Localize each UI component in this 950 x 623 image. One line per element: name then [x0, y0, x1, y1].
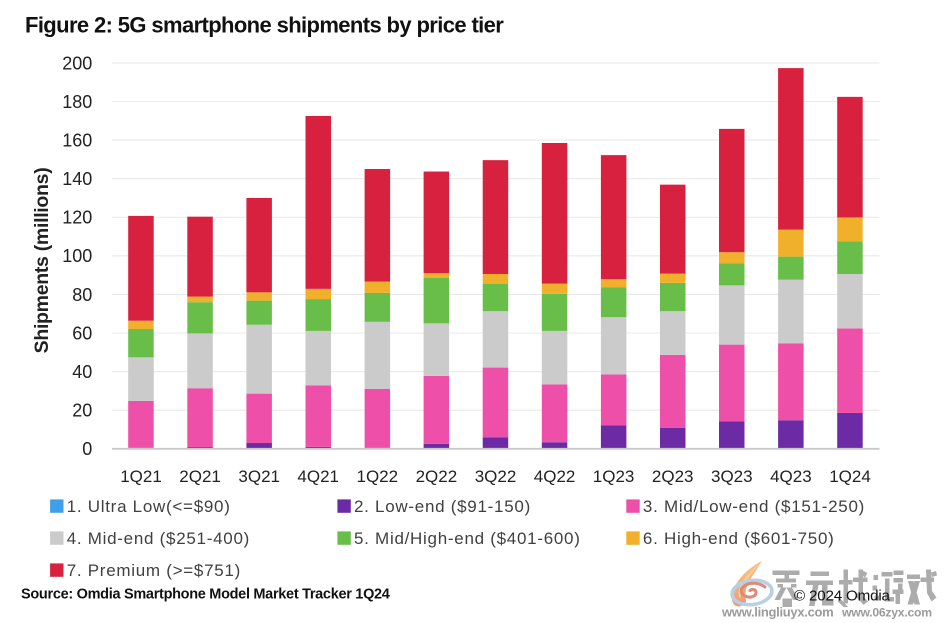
svg-text:Source: Omdia Smartphone Model: Source: Omdia Smartphone Model Market Tr…	[21, 587, 390, 603]
svg-text:4Q23: 4Q23	[770, 467, 812, 486]
svg-text:4Q22: 4Q22	[534, 467, 576, 486]
svg-text:4Q21: 4Q21	[297, 467, 339, 486]
svg-text:1Q23: 1Q23	[593, 467, 635, 486]
svg-text:20: 20	[72, 401, 92, 421]
svg-text:1Q21: 1Q21	[120, 467, 162, 486]
svg-text:© 2024 Omdia: © 2024 Omdia	[794, 587, 891, 604]
svg-text:5. Mid/High-end ($401-600): 5. Mid/High-end ($401-600)	[354, 529, 581, 548]
svg-text:200: 200	[62, 53, 92, 73]
svg-text:100: 100	[62, 246, 92, 266]
svg-text:2Q23: 2Q23	[652, 467, 694, 486]
svg-text:3Q22: 3Q22	[475, 467, 517, 486]
svg-text:Shipments (millions): Shipments (millions)	[31, 168, 53, 354]
svg-text:1. Ultra Low(<=$90): 1. Ultra Low(<=$90)	[67, 497, 231, 516]
svg-text:160: 160	[62, 131, 92, 151]
svg-text:4. Mid-end ($251-400): 4. Mid-end ($251-400)	[67, 529, 250, 548]
svg-text:2Q21: 2Q21	[179, 467, 221, 486]
svg-text:6. High-end ($601-750): 6. High-end ($601-750)	[643, 529, 835, 548]
svg-text:140: 140	[62, 169, 92, 189]
svg-text:www.lingliuyx.com: www.lingliuyx.com	[721, 605, 833, 620]
svg-text:120: 120	[62, 208, 92, 228]
svg-text:180: 180	[62, 92, 92, 112]
svg-text:2. Low-end ($91-150): 2. Low-end ($91-150)	[354, 497, 531, 516]
svg-text:3. Mid/Low-end ($151-250): 3. Mid/Low-end ($151-250)	[643, 497, 865, 516]
svg-text:2Q22: 2Q22	[416, 467, 458, 486]
svg-text:1Q22: 1Q22	[357, 467, 399, 486]
svg-text:www.06zyx.com: www.06zyx.com	[841, 606, 932, 620]
svg-text:60: 60	[72, 323, 92, 343]
svg-text:0: 0	[82, 439, 92, 459]
svg-text:40: 40	[72, 362, 92, 382]
svg-text:3Q21: 3Q21	[238, 467, 280, 486]
svg-text:3Q23: 3Q23	[711, 467, 753, 486]
svg-text:1Q24: 1Q24	[829, 467, 871, 486]
svg-text:7. Premium (>=$751): 7. Premium (>=$751)	[67, 561, 241, 580]
svg-text:Figure 2: 5G smartphone shipme: Figure 2: 5G smartphone shipments by pri…	[25, 12, 504, 37]
svg-text:80: 80	[72, 285, 92, 305]
